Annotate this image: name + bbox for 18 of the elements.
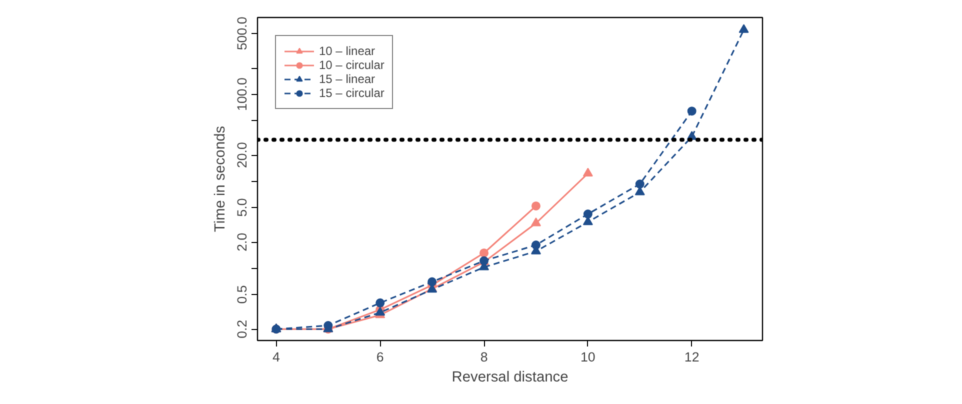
y-tick-label: 2.0 — [234, 232, 250, 252]
legend-label: 15 – circular — [319, 86, 384, 100]
x-tick-label: 12 — [684, 350, 700, 364]
y-tick-label: 0.5 — [234, 285, 250, 304]
legend-label: 15 – linear — [319, 72, 376, 86]
y-tick-label: 100.0 — [234, 78, 250, 111]
x-tick-label: 8 — [480, 350, 488, 364]
x-tick-label: 10 — [580, 350, 596, 364]
y-tick-label: 20.0 — [234, 142, 250, 168]
x-axis-title: Reversal distance — [452, 370, 568, 386]
y-axis-title: Time in seconds — [212, 126, 228, 232]
y-tick-label: 5.0 — [234, 198, 250, 217]
legend-label: 10 – linear — [319, 44, 376, 58]
x-tick-label: 4 — [272, 350, 280, 364]
y-tick-label: 500.0 — [234, 16, 250, 50]
y-tick-label: 0.2 — [234, 320, 250, 338]
x-tick-label: 6 — [376, 350, 384, 364]
legend-label: 10 – circular — [319, 58, 384, 72]
